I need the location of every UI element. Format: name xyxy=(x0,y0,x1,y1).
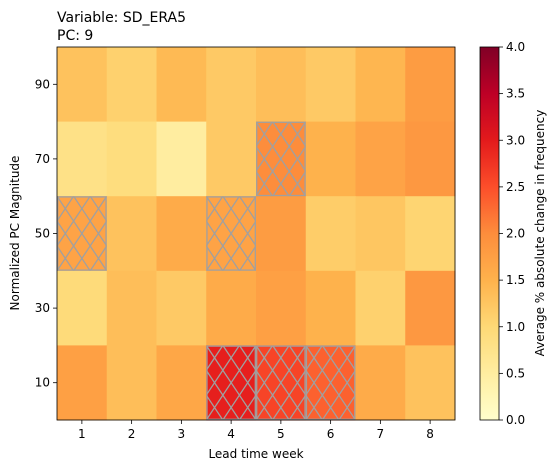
x-tick-label: 2 xyxy=(128,427,136,441)
y-axis-ticks: 90 70 50 30 10 xyxy=(35,77,57,390)
heatmap-cell xyxy=(355,121,406,197)
hatch-mark xyxy=(305,345,356,420)
heatmap-hatches xyxy=(57,121,356,420)
colorbar-tick-label: 2.0 xyxy=(506,227,525,241)
hatch-border xyxy=(256,345,306,420)
colorbar-tick-label: 0.0 xyxy=(506,413,525,427)
heatmap-cell xyxy=(106,121,157,197)
x-tick-label: 4 xyxy=(227,427,235,441)
colorbar-tick-label: 3.5 xyxy=(506,87,525,101)
hatch-lines xyxy=(256,345,306,420)
heatmap-cell xyxy=(156,196,207,272)
hatch-mark xyxy=(57,196,107,271)
x-tick-label: 8 xyxy=(426,427,434,441)
x-axis-ticks: 1 2 3 4 5 6 7 8 xyxy=(78,420,434,441)
heatmap-cell xyxy=(305,121,356,197)
hatch-lines xyxy=(305,345,356,420)
heatmap-cell xyxy=(57,121,108,197)
heatmap-cell xyxy=(206,47,257,123)
hatch-mark xyxy=(206,196,256,271)
colorbar-tick-label: 0.5 xyxy=(506,366,525,380)
heatmap-cell xyxy=(355,270,406,346)
heatmap-cell xyxy=(405,121,456,197)
heatmap-cell xyxy=(256,270,307,346)
heatmap-cell xyxy=(305,270,356,346)
heatmap-cell xyxy=(57,47,108,123)
heatmap-cell xyxy=(355,196,406,272)
hatch-lines xyxy=(57,196,107,271)
y-tick-label: 70 xyxy=(35,152,50,166)
y-tick-label: 50 xyxy=(35,227,50,241)
heatmap-cell xyxy=(106,196,157,272)
hatch-border xyxy=(206,196,256,271)
heatmap-cell xyxy=(355,47,406,123)
chart-title-line-2: PC: 9 xyxy=(57,28,93,44)
heatmap-cell xyxy=(206,270,257,346)
colorbar-tick-label: 1.5 xyxy=(506,273,525,287)
y-tick-label: 10 xyxy=(35,376,50,390)
hatch-mark xyxy=(256,345,306,420)
hatch-lines xyxy=(206,196,256,271)
hatch-border xyxy=(206,345,256,420)
colorbar xyxy=(480,47,499,420)
x-axis-label: Lead time week xyxy=(208,447,303,461)
heatmap-cell xyxy=(405,345,456,421)
heatmap-cell xyxy=(106,47,157,123)
heatmap-cell xyxy=(156,47,207,123)
hatch-lines xyxy=(206,345,256,420)
colorbar-tick-label: 4.0 xyxy=(506,40,525,54)
hatch-mark xyxy=(256,121,306,197)
hatch-border xyxy=(57,196,107,271)
heatmap-cell xyxy=(256,47,307,123)
heatmap-cell xyxy=(106,270,157,346)
heatmap-cell xyxy=(355,345,406,421)
x-tick-label: 3 xyxy=(178,427,186,441)
y-tick-label: 90 xyxy=(35,77,50,91)
y-tick-label: 30 xyxy=(35,301,50,315)
y-axis-label: Normalized PC Magnitude xyxy=(8,156,22,311)
colorbar-tick-label: 1.0 xyxy=(506,320,525,334)
x-tick-label: 5 xyxy=(277,427,285,441)
hatch-mark xyxy=(206,345,256,420)
heatmap-cell xyxy=(57,270,108,346)
x-tick-label: 7 xyxy=(377,427,385,441)
x-tick-label: 6 xyxy=(327,427,335,441)
heatmap-cell xyxy=(405,47,456,123)
heatmap-cell xyxy=(405,196,456,272)
heatmap-cell xyxy=(106,345,157,421)
heatmap-cell xyxy=(305,47,356,123)
heatmap-cell xyxy=(57,345,108,421)
heatmap-cell xyxy=(256,196,307,272)
heatmap-cell xyxy=(156,121,207,197)
colorbar-label: Average % absolute change in frequency xyxy=(533,110,547,357)
chart-title-line-1: Variable: SD_ERA5 xyxy=(57,10,186,26)
colorbar-tick-label: 3.0 xyxy=(506,133,525,147)
heatmap-cell xyxy=(305,196,356,272)
colorbar-ticks: 0.0 0.5 1.0 1.5 2.0 2.5 3.0 3.5 4.0 xyxy=(499,40,525,427)
hatch-lines xyxy=(256,121,306,197)
x-tick-label: 1 xyxy=(78,427,86,441)
heatmap-cell xyxy=(156,345,207,421)
heatmap-cell xyxy=(405,270,456,346)
heatmap-cell xyxy=(156,270,207,346)
heatmap-cell xyxy=(206,121,257,197)
hatch-border xyxy=(256,121,306,197)
colorbar-tick-label: 2.5 xyxy=(506,180,525,194)
hatch-border xyxy=(305,345,356,420)
